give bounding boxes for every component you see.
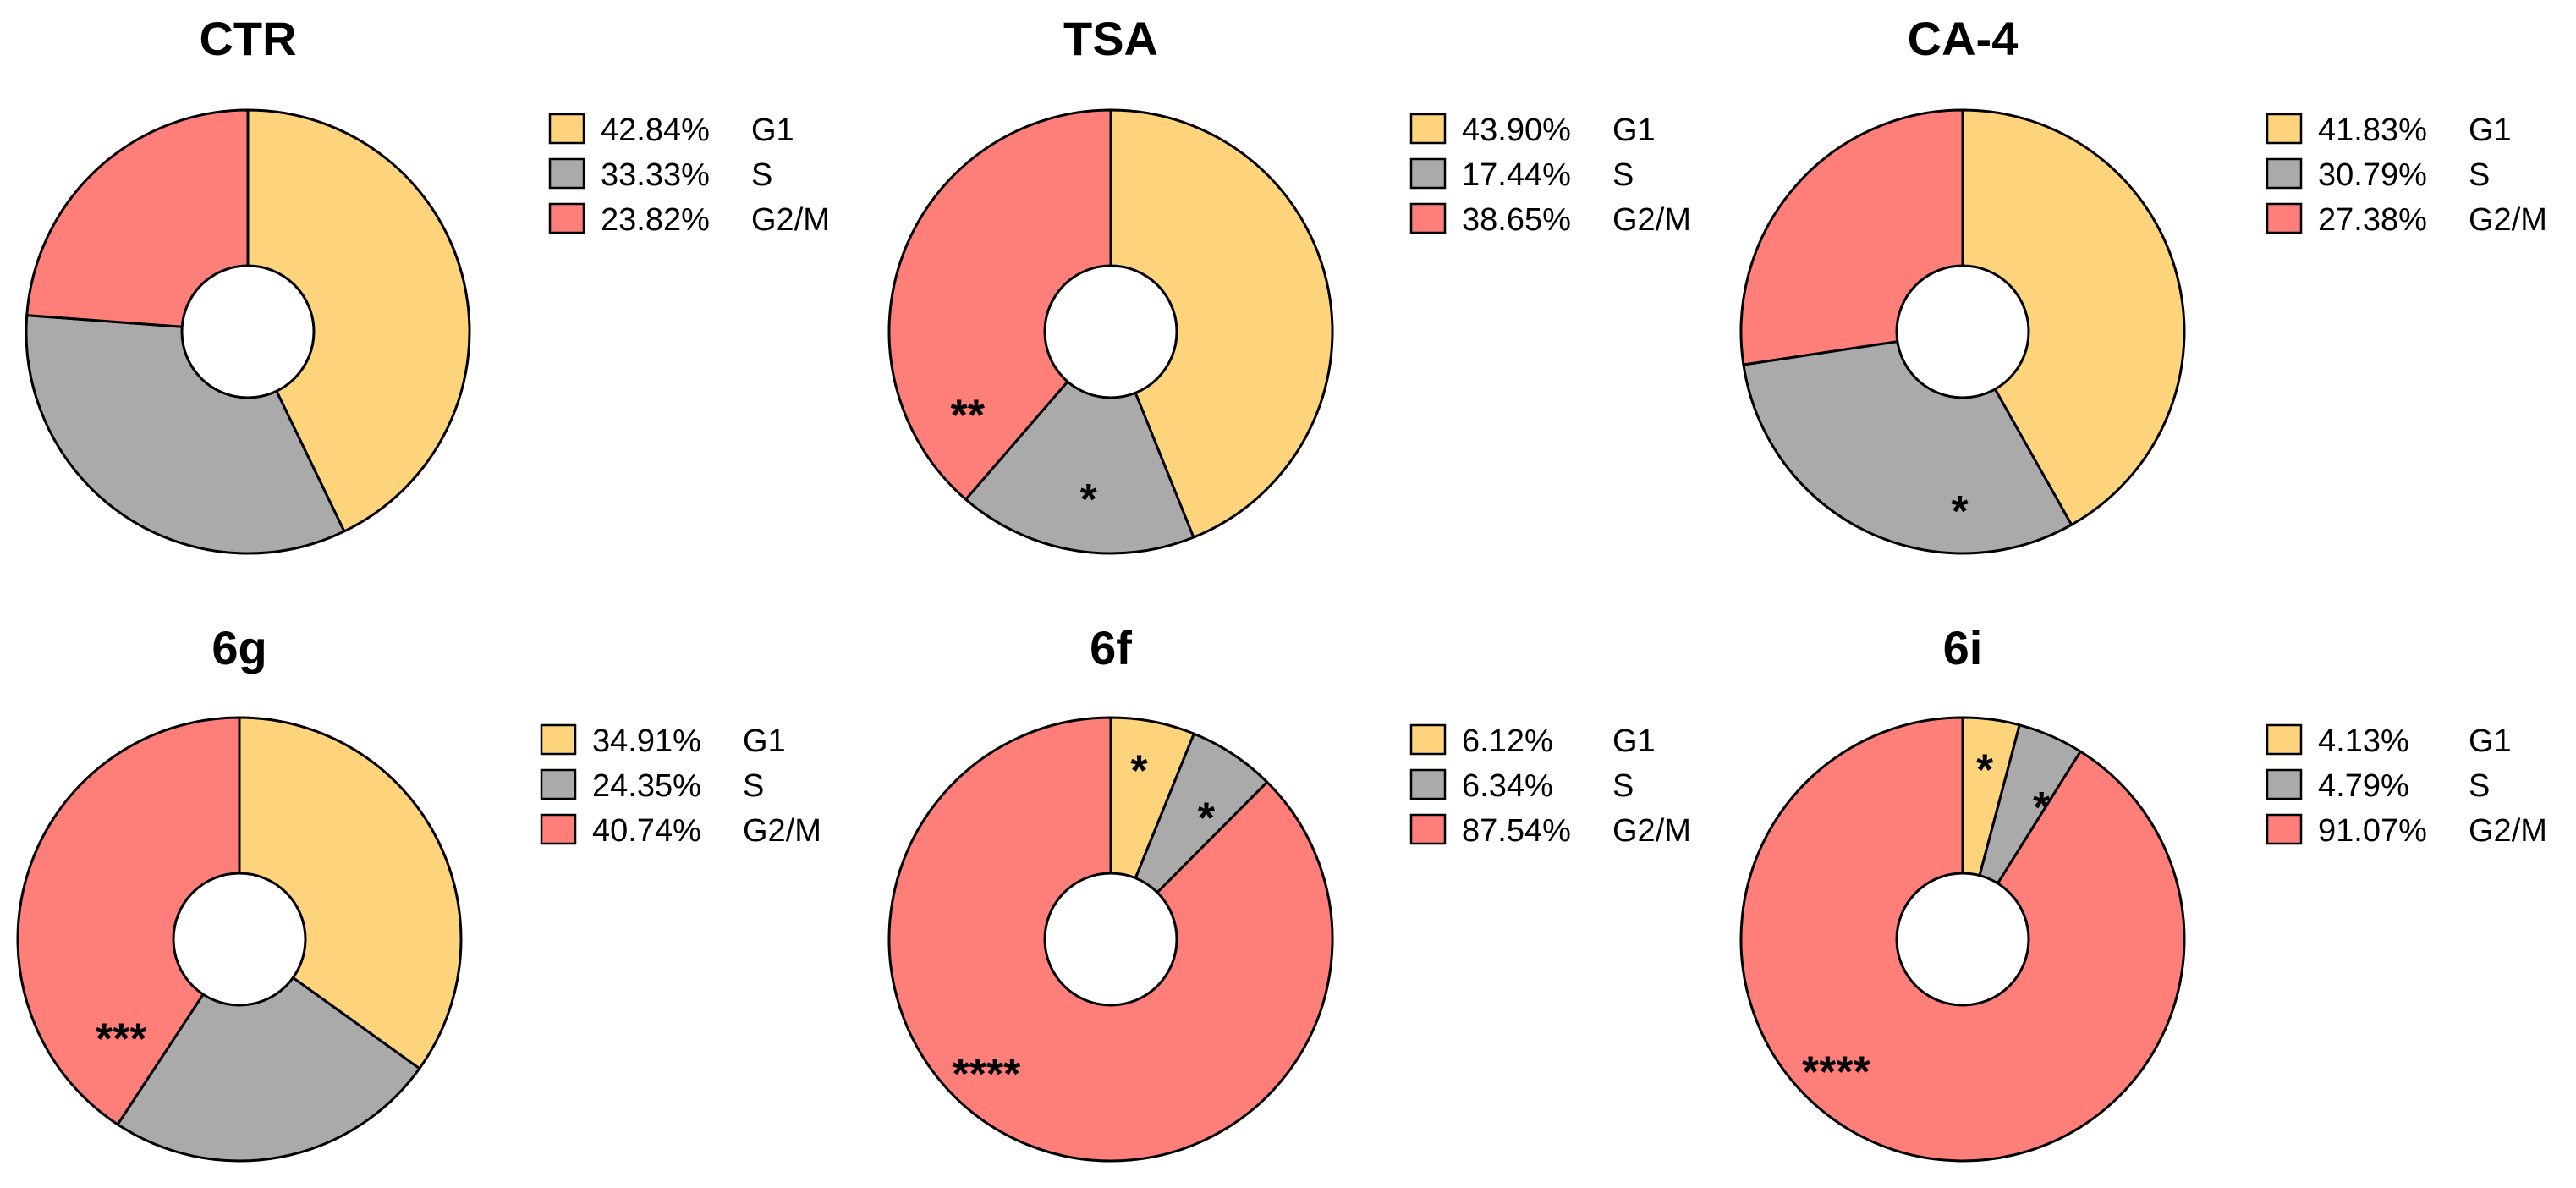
- legend-value-s: 33.33%: [601, 157, 710, 193]
- legend-label-g2-m: G2/M: [1612, 202, 1691, 238]
- significance-mark-g2-m: ****: [952, 1050, 1021, 1099]
- pie-slice-g2-m: [887, 108, 1112, 501]
- legend-swatch-g2-m: [2266, 202, 2303, 234]
- legend-label-g1: G1: [743, 723, 786, 759]
- legend-swatch-s: [548, 157, 585, 190]
- donut-hole: [172, 872, 307, 1007]
- donut-hole: [1895, 264, 2030, 399]
- donut-panel-ca-4: CA-4 * 41.83% G1 30.79% S 27.38% G2/M: [1739, 12, 2547, 555]
- legend-value-g1: 6.12%: [1462, 723, 1553, 759]
- legend-label-g2-m: G2/M: [1612, 813, 1691, 849]
- legend: 42.84% G1 33.33% S 23.82% G2/M: [548, 113, 830, 238]
- pie-slice-g1: [246, 108, 471, 533]
- chart-title: TSA: [1063, 12, 1158, 65]
- legend-label-s: S: [743, 768, 764, 804]
- legend-swatch-g2-m: [1409, 813, 1447, 845]
- pie-slice-g2-m: [16, 716, 241, 1126]
- legend-label-g2-m: G2/M: [2469, 202, 2547, 238]
- legend-value-s: 24.35%: [592, 768, 701, 804]
- legend: 4.13% G1 4.79% S 91.07% G2/M: [2266, 723, 2547, 849]
- legend-swatch-s: [1409, 157, 1447, 190]
- significance-mark-g1: *: [1976, 746, 1994, 795]
- chart-title: 6g: [211, 621, 266, 674]
- legend-label-g1: G1: [2469, 723, 2512, 759]
- legend-label-g2-m: G2/M: [751, 202, 830, 238]
- legend-swatch-s: [540, 768, 577, 800]
- legend-swatch-g1: [1409, 723, 1447, 756]
- legend-value-g1: 4.13%: [2318, 723, 2409, 759]
- legend-swatch-g1: [1409, 113, 1447, 145]
- legend-value-g1: 42.84%: [601, 113, 710, 148]
- legend-value-g2-m: 38.65%: [1462, 202, 1571, 238]
- legend-value-g2-m: 40.74%: [592, 813, 701, 849]
- chart-title: CTR: [199, 12, 296, 65]
- legend-value-g2-m: 23.82%: [601, 202, 710, 238]
- significance-mark-s: *: [1198, 795, 1216, 844]
- significance-mark-s: *: [1080, 476, 1098, 525]
- legend-label-g1: G1: [2469, 113, 2512, 148]
- donut-panel-ctr: CTR 42.84% G1 33.33% S 23.82% G2/M: [25, 12, 830, 555]
- legend-label-g2-m: G2/M: [743, 813, 821, 849]
- legend: 34.91% G1 24.35% S 40.74% G2/M: [540, 723, 821, 849]
- legend: 43.90% G1 17.44% S 38.65% G2/M: [1409, 113, 1691, 238]
- legend-swatch-g2-m: [1409, 202, 1447, 234]
- donut-hole: [1895, 872, 2030, 1007]
- pie-slice-g2-m: [1739, 716, 2186, 1163]
- significance-mark-g2-m: **: [950, 391, 985, 440]
- legend-value-s: 17.44%: [1462, 157, 1571, 193]
- pie-slice-g1: [1961, 108, 2186, 526]
- legend-value-g2-m: 87.54%: [1462, 813, 1571, 849]
- legend-value-g1: 34.91%: [592, 723, 701, 759]
- legend-swatch-s: [1409, 768, 1447, 800]
- significance-mark-g2-m: ****: [1802, 1048, 1871, 1097]
- legend-swatch-s: [2266, 768, 2303, 800]
- legend-label-s: S: [2469, 768, 2490, 804]
- legend-swatch-g1: [540, 723, 577, 756]
- pie-slice-s: [116, 938, 421, 1163]
- donut-panel-6i: 6i******4.13% G14.79% S91.07% G2/M: [1739, 621, 2547, 1163]
- legend-label-s: S: [1612, 768, 1634, 804]
- donut-panel-6g: 6g *** 34.91% G1 24.35% S 40.74% G2/M: [16, 621, 821, 1163]
- pie-slice-s: [964, 330, 1195, 555]
- pie-slice-g1: [1109, 108, 1334, 539]
- legend-label-g1: G1: [1612, 723, 1656, 759]
- significance-mark-g2-m: ***: [96, 1015, 147, 1064]
- legend-swatch-g1: [548, 113, 585, 145]
- pie-slice-g1: [238, 716, 463, 1070]
- legend-value-s: 4.79%: [2318, 768, 2409, 804]
- legend-swatch-g2-m: [540, 813, 577, 845]
- legend-label-s: S: [751, 157, 772, 193]
- legend-label-s: S: [2469, 157, 2490, 193]
- legend-swatch-s: [2266, 157, 2303, 190]
- legend-value-s: 30.79%: [2318, 157, 2427, 193]
- legend-swatch-g1: [2266, 113, 2303, 145]
- legend-value-g2-m: 91.07%: [2318, 813, 2427, 849]
- pie-slice-g2-m: [25, 108, 250, 333]
- donut-hole: [1043, 264, 1178, 399]
- significance-mark-g1: *: [1130, 747, 1148, 796]
- donut-panel-6f: 6f******6.12% G16.34% S87.54% G2/M: [887, 621, 1691, 1163]
- chart-title: CA-4: [1908, 12, 2019, 65]
- legend-value-g1: 41.83%: [2318, 113, 2427, 148]
- legend-label-g1: G1: [751, 113, 794, 148]
- significance-mark-s: *: [2033, 784, 2051, 833]
- legend-swatch-g2-m: [2266, 813, 2303, 845]
- chart-title: 6f: [1090, 621, 1132, 674]
- significance-mark-s: *: [1951, 487, 1969, 536]
- legend-swatch-g1: [2266, 723, 2303, 756]
- legend-value-g2-m: 27.38%: [2318, 202, 2427, 238]
- legend-label-g1: G1: [1612, 113, 1656, 148]
- legend-value-s: 6.34%: [1462, 768, 1553, 804]
- legend: 6.12% G1 6.34% S 87.54% G2/M: [1409, 723, 1691, 849]
- donut-hole: [1043, 872, 1178, 1007]
- legend: 41.83% G1 30.79% S 27.38% G2/M: [2266, 113, 2547, 238]
- legend-swatch-g2-m: [548, 202, 585, 234]
- legend-value-g1: 43.90%: [1462, 113, 1571, 148]
- donut-hole: [180, 264, 316, 399]
- legend-label-s: S: [1612, 157, 1634, 193]
- chart-title: 6i: [1943, 621, 1983, 674]
- legend-label-g2-m: G2/M: [2469, 813, 2547, 849]
